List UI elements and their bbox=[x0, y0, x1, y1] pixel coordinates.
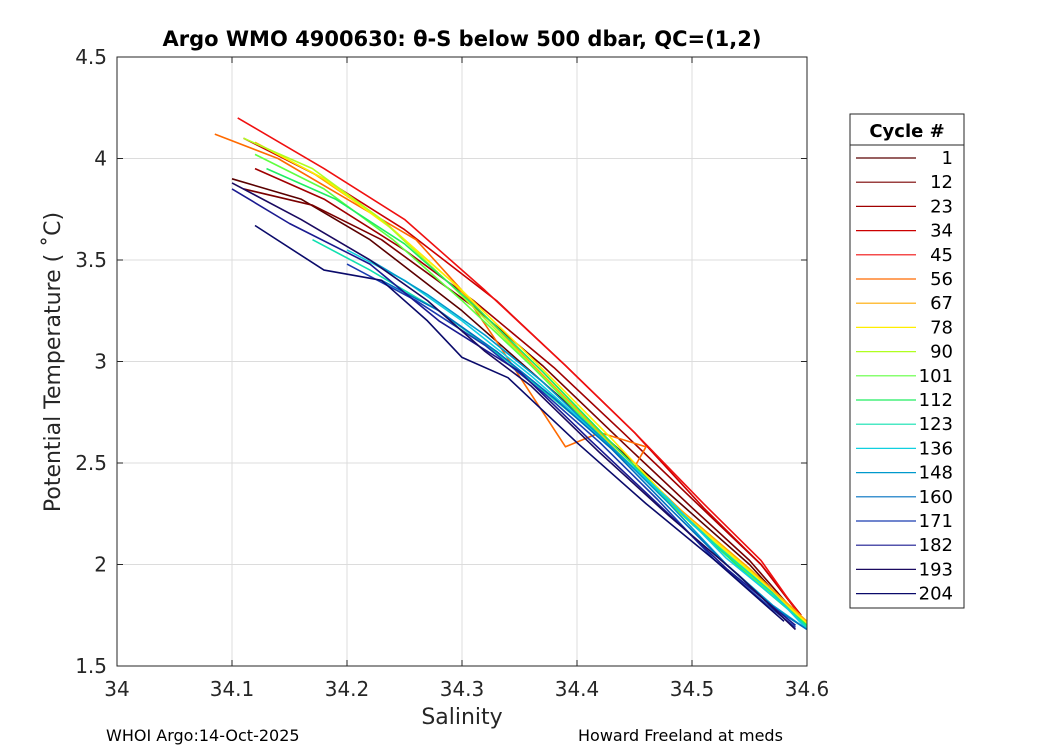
series-line-cycle-45 bbox=[237, 117, 802, 618]
x-tick-label: 34.2 bbox=[325, 677, 370, 701]
legend-label-cycle-1: 1 bbox=[942, 148, 953, 169]
y-tick-label: 2 bbox=[94, 553, 107, 577]
series-line-cycle-193 bbox=[231, 182, 797, 631]
footer-right-credit: Howard Freeland at meds bbox=[578, 726, 783, 745]
legend-label-cycle-56: 56 bbox=[930, 269, 953, 290]
legend-label-cycle-182: 182 bbox=[919, 535, 953, 556]
series-line-cycle-78 bbox=[266, 147, 808, 624]
legend-label-cycle-171: 171 bbox=[919, 511, 953, 532]
series-line-cycle-204 bbox=[254, 224, 785, 622]
tick-layer: 34 34.1 34.2 34.3 34.4 34.5 34.6 1.5 2 2.5 3 3.5 4 4.… bbox=[75, 45, 829, 701]
x-tick-label: 34.6 bbox=[785, 677, 830, 701]
grid-layer bbox=[117, 57, 807, 666]
legend-label-cycle-23: 23 bbox=[930, 196, 953, 217]
series-line-cycle-148 bbox=[369, 259, 808, 631]
legend-label-cycle-204: 204 bbox=[919, 584, 953, 605]
legend-label-cycle-12: 12 bbox=[930, 172, 953, 193]
legend-label-cycle-101: 101 bbox=[919, 366, 953, 387]
series-line-cycle-12 bbox=[243, 188, 797, 614]
legend-label-cycle-67: 67 bbox=[930, 293, 953, 314]
legend-label-cycle-123: 123 bbox=[919, 414, 953, 435]
legend-label-cycle-78: 78 bbox=[930, 317, 953, 338]
y-tick-label: 3 bbox=[94, 350, 107, 374]
legend-label-cycle-148: 148 bbox=[919, 463, 953, 484]
footer-left-credit: WHOI Argo:14-Oct-2025 bbox=[106, 726, 300, 745]
series-line-cycle-182 bbox=[231, 188, 797, 627]
x-axis-label: Salinity bbox=[421, 705, 502, 730]
series-line-cycle-112 bbox=[266, 167, 808, 627]
legend-label-cycle-136: 136 bbox=[919, 438, 953, 459]
legend-label-cycle-160: 160 bbox=[919, 487, 953, 508]
series-layer bbox=[214, 117, 808, 631]
y-tick-label: 3.5 bbox=[75, 248, 107, 272]
legend-label-cycle-45: 45 bbox=[930, 245, 953, 266]
legend-box bbox=[849, 113, 965, 609]
y-axis-label: Potential Temperature ( ˚C) bbox=[41, 212, 66, 512]
y-tick-label: 2.5 bbox=[75, 451, 107, 475]
series-line-cycle-67 bbox=[254, 141, 808, 622]
legend-label-cycle-112: 112 bbox=[919, 390, 953, 411]
legend-label-cycle-90: 90 bbox=[930, 342, 953, 363]
legend-label-cycle-193: 193 bbox=[919, 559, 953, 580]
legend-entries: 1122334455667789010111212313614816017118… bbox=[856, 148, 953, 605]
legend-label-cycle-34: 34 bbox=[930, 221, 953, 242]
series-line-cycle-171 bbox=[346, 263, 796, 629]
x-tick-label: 34 bbox=[104, 677, 129, 701]
y-tick-label: 4.5 bbox=[75, 45, 107, 69]
x-tick-label: 34.3 bbox=[440, 677, 485, 701]
legend: Cycle # 11223344556677890101112123136148… bbox=[849, 113, 965, 609]
chart-title: Argo WMO 4900630: θ-S below 500 dbar, QC… bbox=[163, 27, 762, 51]
legend-title: Cycle # bbox=[869, 121, 944, 142]
y-tick-label: 1.5 bbox=[75, 654, 107, 678]
x-tick-label: 34.1 bbox=[210, 677, 255, 701]
x-tick-label: 34.4 bbox=[555, 677, 600, 701]
x-tick-label: 34.5 bbox=[670, 677, 715, 701]
y-tick-label: 4 bbox=[94, 147, 107, 171]
